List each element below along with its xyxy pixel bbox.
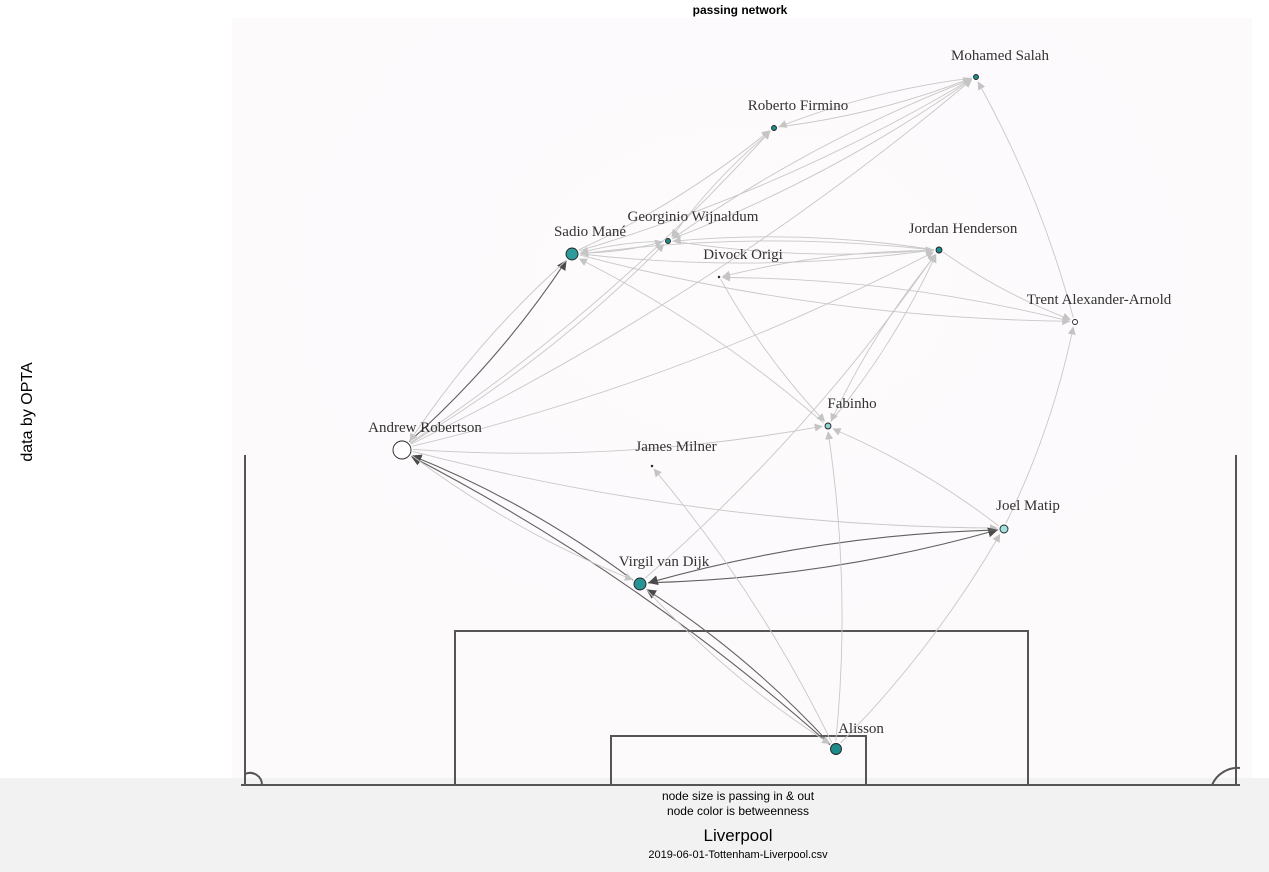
player-label-alisson: Alisson [838,721,884,737]
team-name: Liverpool [703,826,773,845]
player-label-salah: Mohamed Salah [951,48,1049,64]
pass-edge-henderson-to-fabinho [830,253,937,422]
player-label-matip: Joel Matip [996,498,1060,514]
player-node-milner [650,464,654,468]
pass-edge-salah-to-wijnaldum [672,78,973,239]
pass-edge-mane-to-firmino [578,130,770,251]
pass-edge-robertson-to-fabinho [412,423,823,454]
pass-edge-mane-to-wijnaldum [579,239,664,254]
player-label-fabinho: Fabinho [827,396,876,412]
player-label-origi: Divock Origi [703,247,783,263]
pass-edge-origi-to-fabinho [720,279,826,422]
pass-edge-firmino-to-wijnaldum [671,130,772,238]
pass-edge-robertson-to-matip [412,450,998,533]
pass-edge-robertson-to-firmino [410,130,771,444]
pitch-markings [241,455,1241,786]
pass-edge-fabinho-to-mane [578,258,825,424]
pass-edge-alisson-to-milner [653,468,833,743]
pass-edge-matip-to-fabinho [832,428,1000,527]
corner-arc-left [244,771,264,786]
player-label-milner: James Milner [635,439,716,455]
player-label-taa: Trent Alexander-Arnold [1027,292,1172,308]
player-node-henderson [935,246,943,254]
player-node-origi [717,275,721,279]
pass-edge-mane-to-robertson [409,259,568,442]
player-label-henderson: Jordan Henderson [909,221,1018,237]
player-label-vvd: Virgil van Dijk [619,554,710,570]
player-node-vvd [633,577,647,591]
pass-edge-mane-to-henderson [579,247,934,264]
plot-panel [232,18,1252,778]
pass-edge-robertson-to-wijnaldum [410,243,665,444]
pass-edge-alisson-to-robertson [411,456,831,746]
player-node-wijnaldum [665,238,671,244]
pass-edge-salah-to-firmino [778,77,972,128]
pass-edges [408,77,1076,746]
pass-edge-henderson-to-wijnaldum [672,236,935,251]
player-node-matip [999,524,1009,534]
player-node-alisson [830,743,842,755]
corner-arc-right [1211,766,1241,786]
pass-edge-wijnaldum-to-salah [671,79,972,240]
pass-edge-vvd-to-matip [647,527,999,584]
pass-edge-firmino-to-salah [778,77,972,128]
pass-edge-wijnaldum-to-henderson [672,240,934,255]
player-node-fabinho [824,422,832,430]
pass-edge-henderson-to-origi [722,250,935,279]
pass-edge-alisson-to-matip [840,533,1001,744]
player-label-wijnaldum: Georginio Wijnaldum [628,209,759,225]
caption-node-size: node size is passing in & out [661,789,815,803]
player-label-firmino: Roberto Firmino [748,98,848,114]
pass-edge-matip-to-vvd [647,529,999,586]
pass-edge-fabinho-to-henderson [830,254,937,423]
pass-edge-alisson-to-vvd [646,589,831,745]
pass-edge-vvd-to-alisson [645,588,831,744]
player-labels: Mohamed Salah Roberto Firmino Georginio Wi… [368,48,1172,737]
player-node-taa [1072,319,1078,325]
player-node-mane [565,247,579,261]
six-yard-box [610,735,867,786]
pass-edge-taa-to-origi [721,273,1071,322]
caption-node-color: node color is betweenness [666,804,810,818]
pass-edge-mane-to-taa [579,254,1071,326]
player-node-robertson [392,440,412,460]
pass-edge-robertson-to-vvd [411,455,633,581]
pass-edge-henderson-to-mane [580,240,935,257]
player-nodes [392,74,1078,755]
pass-edge-henderson-to-taa [943,251,1071,321]
pass-edge-alisson-to-fabinho [825,431,843,742]
pass-edge-mane-to-salah [579,78,972,252]
player-label-robertson: Andrew Robertson [368,420,482,436]
source-file-name: 2019-06-01-Tottenham-Liverpool.csv [648,849,828,861]
player-node-firmino [771,125,777,131]
pass-edge-robertson-to-henderson [412,251,935,447]
pass-edge-robertson-to-mane [408,259,567,443]
pass-edge-robertson-to-salah [411,79,973,445]
player-node-salah [973,74,979,80]
pass-edge-taa-to-salah [977,81,1074,318]
y-axis-label: data by OPTA [19,362,36,462]
footer-panel [0,778,1269,872]
chart-title: passing network [692,3,788,17]
pass-edge-matip-to-taa [1005,326,1076,524]
player-label-mane: Sadio Mané [554,224,626,240]
pass-edge-vvd-to-henderson [645,253,936,579]
pass-edge-vvd-to-robertson [411,454,634,581]
